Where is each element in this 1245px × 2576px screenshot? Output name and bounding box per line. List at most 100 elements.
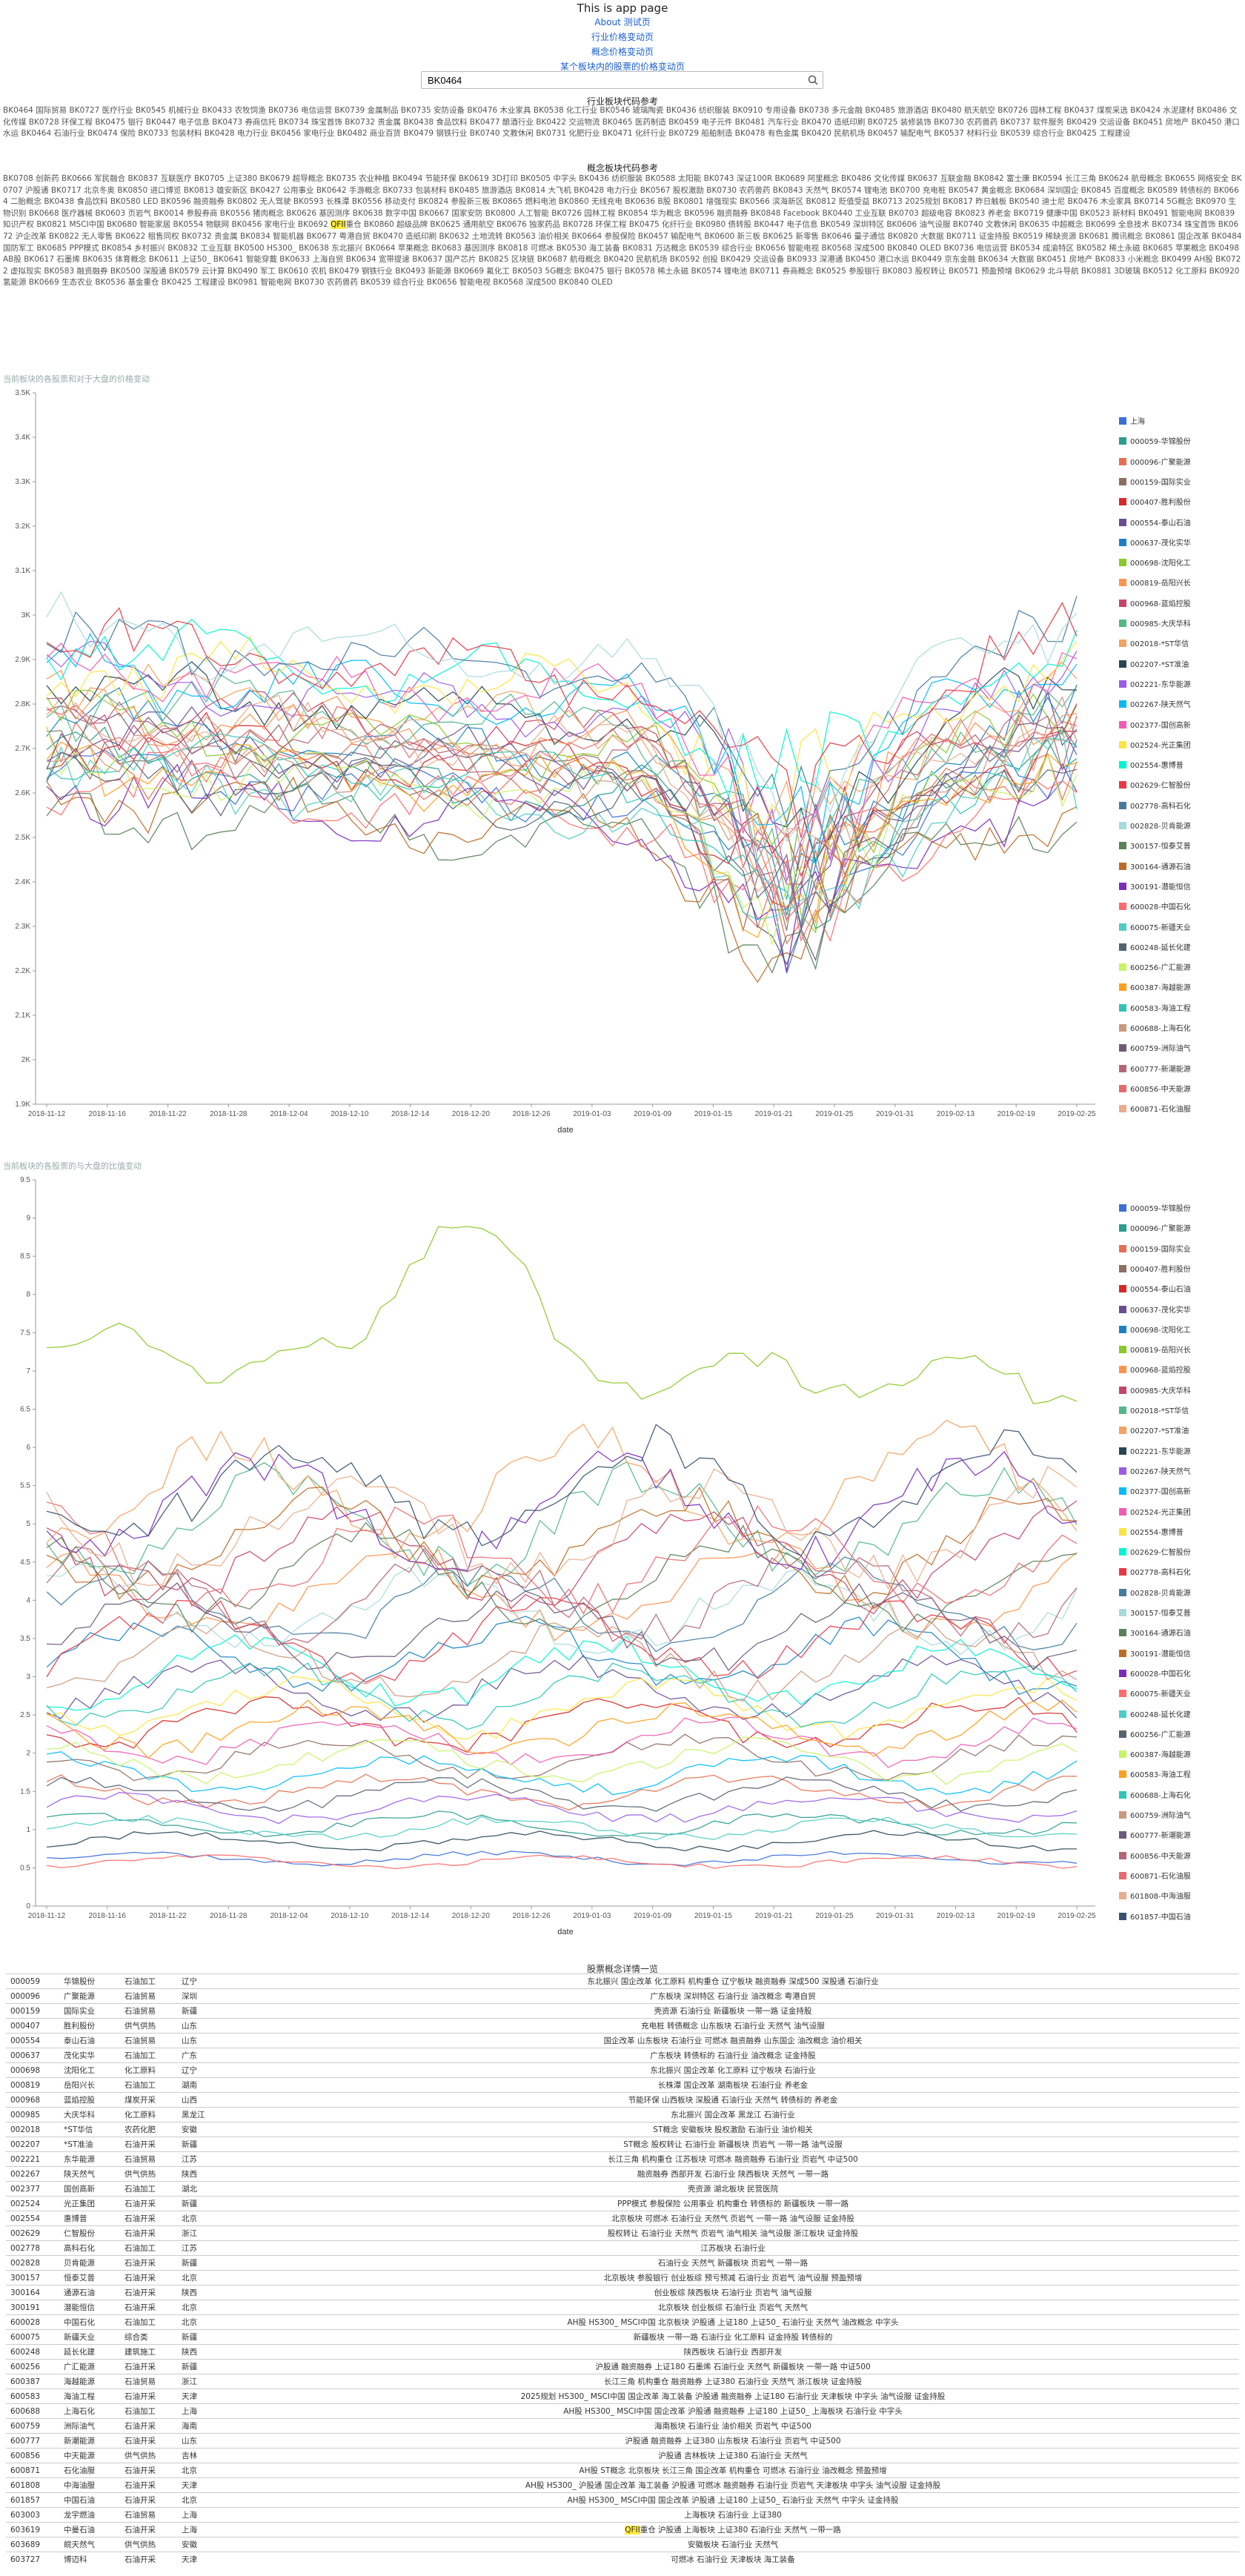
legend-item[interactable]: 600387-海越能源 [1119, 1748, 1191, 1759]
legend-item[interactable]: 002828-贝肯能源 [1119, 820, 1191, 831]
stock-concepts: 石油行业 天然气 新疆板块 页岩气 一带一路 [227, 2255, 1239, 2271]
legend-item[interactable]: 600871-石化油服 [1119, 1870, 1191, 1881]
legend-item[interactable]: 600871-石化油服 [1119, 1103, 1191, 1114]
legend-label: 000554-泰山石油 [1130, 1286, 1191, 1295]
legend-item[interactable]: 000698-沈阳化工 [1119, 1324, 1191, 1335]
legend-item[interactable]: 600256-广汇能源 [1119, 961, 1191, 972]
legend-item[interactable]: 002524-光正集团 [1119, 739, 1191, 750]
legend-item[interactable]: 上海 [1119, 415, 1145, 426]
legend-item[interactable]: 000968-蓝焰控股 [1119, 1364, 1191, 1375]
legend-item[interactable]: 000159-国际实业 [1119, 476, 1191, 487]
legend-item[interactable]: 000407-胜利股份 [1119, 496, 1191, 507]
legend-item[interactable]: 002018-*ST华信 [1119, 637, 1189, 648]
legend-item[interactable]: 002207-*ST准油 [1119, 658, 1189, 669]
legend-item[interactable]: 000096-广聚能源 [1119, 1222, 1191, 1234]
legend-item[interactable]: 002828-贝肯能源 [1119, 1587, 1191, 1598]
series-line [46, 1736, 1078, 1785]
nav-link-industry[interactable]: 行业价格变动页 [591, 32, 654, 42]
legend-item[interactable]: 000968-蓝焰控股 [1119, 597, 1191, 608]
nav-link-about[interactable]: About 测试页 [594, 17, 651, 27]
legend-item[interactable]: 300164-通源石油 [1119, 1627, 1191, 1638]
legend-item[interactable]: 600777-新潮能源 [1119, 1829, 1191, 1840]
legend-item[interactable]: 000637-茂化实华 [1119, 537, 1191, 548]
legend-item[interactable]: 000637-茂化实华 [1119, 1304, 1191, 1315]
y-tick-label: 3.2K [15, 522, 30, 531]
legend-item[interactable]: 000819-岳阳兴长 [1119, 577, 1191, 588]
legend-label: 000096-广聚能源 [1130, 1225, 1191, 1234]
legend-item[interactable]: 002221-东华能源 [1119, 1445, 1191, 1456]
legend-item[interactable]: 002524-光正集团 [1119, 1506, 1191, 1517]
legend-item[interactable]: 600387-海越能源 [1119, 981, 1191, 992]
nav-link-sector-stocks[interactable]: 某个板块内的股票的价格变动页 [560, 62, 685, 72]
legend-item[interactable]: 002377-国创高新 [1119, 719, 1191, 730]
stock-industry: 石油开采 [120, 2255, 177, 2271]
table-row: 601857 中国石油 石油开采 北京 AH股 HS300_ MSCI中国 国企改革 沪… [6, 2492, 1239, 2508]
legend-item[interactable]: 000819-岳阳兴长 [1119, 1344, 1191, 1355]
legend-item[interactable]: 300164-通源石油 [1119, 860, 1191, 872]
table-row: 600387 海越能源 石油贸易 浙江 长江三角 机构重仓 融资融券 上证380 石油行… [6, 2374, 1239, 2389]
legend-item[interactable]: 600759-洲际油气 [1119, 1042, 1191, 1054]
legend-item[interactable]: 000096-广聚能源 [1119, 456, 1191, 467]
search-icon[interactable] [808, 74, 818, 88]
legend-item[interactable]: 300157-恒泰艾普 [1119, 840, 1191, 851]
legend-swatch [1119, 1649, 1126, 1657]
legend-item[interactable]: 600759-洲际油气 [1119, 1809, 1191, 1820]
legend-item[interactable]: 002221-东华能源 [1119, 678, 1191, 689]
legend-item[interactable]: 002554-惠博普 [1119, 1526, 1183, 1537]
stock-name: 国创高新 [59, 2181, 120, 2197]
legend-item[interactable]: 000059-华锦股份 [1119, 1202, 1191, 1213]
legend-item[interactable]: 601857-中国石油 [1119, 1911, 1191, 1922]
legend-item[interactable]: 300157-恒泰艾普 [1119, 1607, 1191, 1618]
legend-item[interactable]: 300191-潜能恒信 [1119, 880, 1191, 892]
legend-item[interactable]: 002778-高科石化 [1119, 800, 1191, 811]
search-input[interactable] [422, 72, 804, 88]
legend-item[interactable]: 601808-中海油服 [1119, 1890, 1191, 1901]
legend-item[interactable]: 300191-潜能恒信 [1119, 1647, 1191, 1659]
legend-item[interactable]: 000985-大庆华科 [1119, 617, 1191, 628]
legend-item[interactable]: 600075-新疆天业 [1119, 1687, 1191, 1699]
x-tick-label: 2018-11-12 [28, 1110, 66, 1118]
legend-item[interactable]: 000985-大庆华科 [1119, 1384, 1191, 1395]
legend-label: 600759-洲际油气 [1130, 1045, 1191, 1054]
legend-label: 000554-泰山石油 [1130, 519, 1191, 528]
legend-item[interactable]: 002554-惠博普 [1119, 759, 1183, 770]
series-line [46, 712, 1078, 932]
legend-item[interactable]: 002629-仁智股份 [1119, 1546, 1191, 1557]
legend-swatch [1119, 1912, 1126, 1920]
legend-item[interactable]: 600248-延长化建 [1119, 941, 1191, 952]
legend-item[interactable]: 002207-*ST准油 [1119, 1424, 1189, 1435]
legend-item[interactable]: 002267-陕天然气 [1119, 698, 1191, 709]
legend-item[interactable]: 600856-中天能源 [1119, 1850, 1191, 1861]
legend-item[interactable]: 000698-沈阳化工 [1119, 557, 1191, 568]
legend-item[interactable]: 600688-上海石化 [1119, 1789, 1191, 1800]
series-line [46, 1226, 1078, 1404]
legend-item[interactable]: 600028-中国石化 [1119, 1667, 1191, 1679]
legend-item[interactable]: 000159-国际实业 [1119, 1243, 1191, 1254]
legend-item[interactable]: 600688-上海石化 [1119, 1022, 1191, 1033]
stock-concepts: 安徽板块 石油行业 天然气 [227, 2537, 1239, 2552]
legend-item[interactable]: 600075-新疆天业 [1119, 921, 1191, 932]
legend-item[interactable]: 000407-胜利股份 [1119, 1263, 1191, 1274]
stock-name: 泰山石油 [59, 2033, 120, 2048]
legend-item[interactable]: 000554-泰山石油 [1119, 517, 1191, 528]
legend-item[interactable]: 600028-中国石化 [1119, 900, 1191, 912]
legend-item[interactable]: 600248-延长化建 [1119, 1708, 1191, 1719]
legend-item[interactable]: 000554-泰山石油 [1119, 1283, 1191, 1295]
legend-item[interactable]: 002267-陕天然气 [1119, 1465, 1191, 1476]
legend-item[interactable]: 000059-华锦股份 [1119, 435, 1191, 446]
legend-item[interactable]: 002377-国创高新 [1119, 1485, 1191, 1496]
stock-industry: 石油开采 [120, 2285, 177, 2300]
legend-item[interactable]: 002629-仁智股份 [1119, 779, 1191, 790]
legend-item[interactable]: 002018-*ST华信 [1119, 1404, 1189, 1415]
legend-swatch [1119, 983, 1126, 992]
nav-link-concept[interactable]: 概念价格变动页 [591, 47, 654, 57]
legend-swatch [1119, 437, 1126, 445]
legend-item[interactable]: 600256-广汇能源 [1119, 1728, 1191, 1739]
legend-swatch [1119, 822, 1126, 829]
stock-code: 000698 [6, 2062, 59, 2078]
legend-item[interactable]: 600583-海油工程 [1119, 1002, 1191, 1013]
legend-item[interactable]: 600583-海油工程 [1119, 1768, 1191, 1779]
legend-item[interactable]: 002778-高科石化 [1119, 1566, 1191, 1577]
legend-item[interactable]: 600856-中天能源 [1119, 1083, 1191, 1094]
legend-item[interactable]: 600777-新潮能源 [1119, 1063, 1191, 1074]
